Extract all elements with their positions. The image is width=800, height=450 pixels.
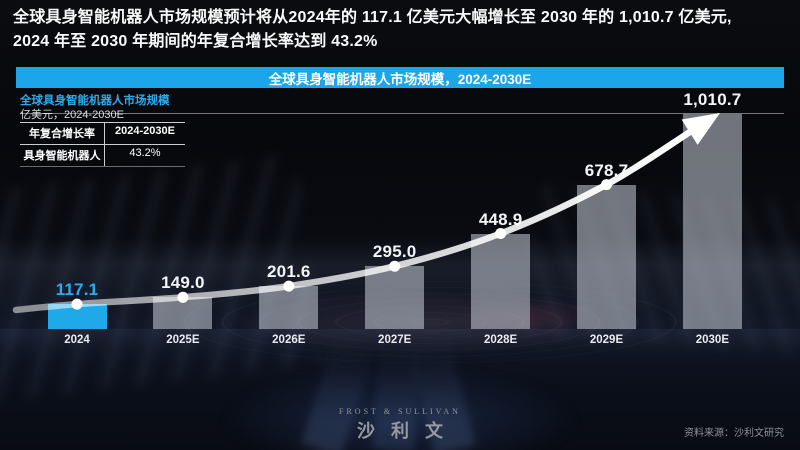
value-label-2029E: 678.7 <box>584 160 629 180</box>
bar-2028E <box>471 233 531 329</box>
value-label-2025E: 149.0 <box>161 273 205 293</box>
chart-banner-title: 全球具身智能机器人市场规模，2024-2030E <box>268 71 532 87</box>
value-label-2024: 117.1 <box>55 280 99 300</box>
bar-2027E <box>365 266 425 329</box>
headline-line-1: 全球具身智能机器人市场规模预计将从2024年的 117.1 亿美元大幅增长至 2… <box>13 9 732 26</box>
x-label-2029E: 2029E <box>589 334 624 346</box>
x-label-2024: 2024 <box>64 334 90 346</box>
value-label-2028E: 448.9 <box>478 209 523 229</box>
chart-unit-label: 亿美元，2024-2030E <box>20 109 124 121</box>
headline-line-2: 2024 年至 2030 年期间的年复合增长率达到 43.2% <box>13 33 378 50</box>
value-label-2030E: 1,010.7 <box>683 90 742 109</box>
bar-2025E <box>153 297 213 329</box>
chart-banner: 全球具身智能机器人市场规模，2024-2030E <box>16 67 784 88</box>
frost-sullivan-logo-en: FROST & SULLIVAN <box>339 407 461 416</box>
bar-2029E <box>577 184 636 329</box>
x-label-2026E: 2026E <box>272 334 306 346</box>
bar-2030E <box>682 114 742 329</box>
x-label-2027E: 2027E <box>378 334 412 346</box>
value-label-2026E: 201.6 <box>267 262 311 282</box>
headline: 全球具身智能机器人市场规模预计将从2024年的 117.1 亿美元大幅增长至 2… <box>13 6 791 54</box>
gridline-top <box>20 113 784 114</box>
chart-title: 全球具身智能机器人市场规模 <box>20 95 170 107</box>
x-label-2030E: 2030E <box>695 334 730 346</box>
bar-2026E <box>259 286 319 329</box>
bar-2024 <box>47 304 107 329</box>
x-label-2025E: 2025E <box>166 334 200 346</box>
value-label-2027E: 295.0 <box>372 242 417 262</box>
source-note: 资料来源：沙利文研究 <box>684 428 784 439</box>
x-label-2028E: 2028E <box>483 334 518 346</box>
frost-sullivan-logo-cn: 沙利文 <box>357 421 459 441</box>
